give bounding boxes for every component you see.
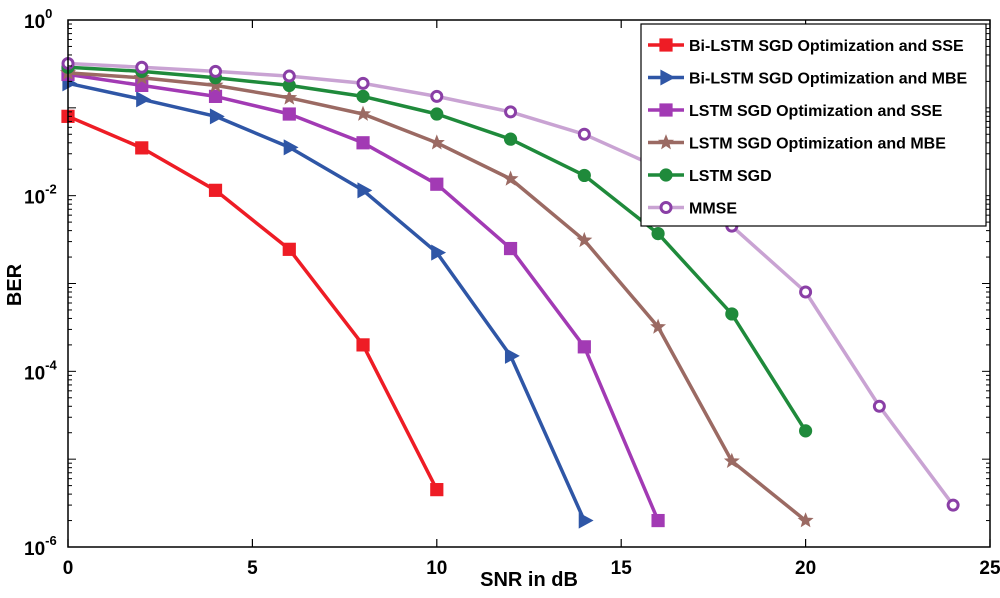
legend-item: MMSE xyxy=(648,201,737,218)
y-tick-label: 10-4 xyxy=(24,357,57,384)
legend-marker xyxy=(659,103,673,117)
data-point xyxy=(282,107,296,121)
legend-item: Bi-LSTM SGD Optimization and MBE xyxy=(648,69,968,88)
legend-item: Bi-LSTM SGD Optimization and SSE xyxy=(648,38,964,55)
data-point xyxy=(356,89,370,103)
legend-label: Bi-LSTM SGD Optimization and SSE xyxy=(689,38,964,55)
data-point xyxy=(503,241,518,256)
data-point xyxy=(872,399,886,413)
data-point xyxy=(208,183,223,197)
x-tick-label: 10 xyxy=(426,558,447,579)
y-tick-exponent: -4 xyxy=(45,357,57,372)
data-point xyxy=(651,513,665,528)
data-point xyxy=(502,170,519,186)
x-tick-label: 20 xyxy=(795,558,816,579)
series-line xyxy=(67,81,586,522)
data-point xyxy=(208,89,223,103)
series-4 xyxy=(59,64,814,528)
data-point xyxy=(798,424,813,438)
data-point xyxy=(504,347,520,364)
y-tick-exponent: -6 xyxy=(45,533,57,548)
data-point xyxy=(577,340,591,354)
series-3 xyxy=(61,67,665,528)
data-point xyxy=(283,139,299,156)
legend-label: LSTM SGD Optimization and SSE xyxy=(689,103,943,120)
y-tick-exponent: 0 xyxy=(45,6,52,21)
x-tick-label: 0 xyxy=(63,558,74,579)
data-point xyxy=(578,512,594,529)
series-line xyxy=(67,114,439,491)
legend-marker xyxy=(659,168,673,182)
series-2 xyxy=(62,75,594,529)
x-tick-label: 5 xyxy=(247,558,258,579)
data-point xyxy=(281,89,298,105)
data-point xyxy=(725,307,739,321)
legend-item: LSTM SGD Optimization and MBE xyxy=(648,134,946,153)
data-point xyxy=(430,177,444,191)
data-point xyxy=(577,127,591,141)
legend-label: LSTM SGD xyxy=(689,168,772,185)
legend-marker xyxy=(660,69,676,86)
data-point xyxy=(799,285,813,299)
legend-marker xyxy=(659,201,673,214)
legend-box xyxy=(640,23,987,227)
data-point xyxy=(428,134,445,150)
y-tick-exponent: -2 xyxy=(45,182,57,197)
data-point xyxy=(356,136,370,150)
y-axis-label: BER xyxy=(4,263,26,306)
data-point xyxy=(576,231,593,248)
data-point xyxy=(209,108,225,125)
legend-label: MMSE xyxy=(689,201,737,218)
data-point xyxy=(136,91,152,108)
data-point xyxy=(946,498,960,512)
legend: Bi-LSTM SGD Optimization and SSE Bi-LSTM … xyxy=(640,23,987,227)
data-point xyxy=(430,107,444,121)
x-axis-label: SNR in dB xyxy=(480,569,578,591)
plot-curves xyxy=(59,56,960,529)
data-point xyxy=(357,182,373,199)
series-1 xyxy=(61,109,444,497)
data-point xyxy=(723,452,740,468)
legend-label: LSTM SGD Optimization and MBE xyxy=(689,136,946,153)
x-axis-ticks: 0 5 10 15 20 25 xyxy=(63,20,1000,579)
data-point xyxy=(503,132,518,146)
y-tick-label: 100 xyxy=(24,6,52,33)
x-tick-label: 25 xyxy=(979,558,1000,579)
legend-item: LSTM SGD Optimization and SSE xyxy=(648,103,943,120)
y-tick-label: 10-2 xyxy=(24,182,57,209)
data-point xyxy=(797,512,814,528)
x-tick-label: 15 xyxy=(611,558,633,579)
y-tick-label: 10-6 xyxy=(24,533,57,560)
legend-label: Bi-LSTM SGD Optimization and MBE xyxy=(689,71,968,88)
data-point xyxy=(207,76,224,93)
data-point xyxy=(651,226,665,241)
data-point xyxy=(650,318,667,334)
data-point xyxy=(356,76,370,90)
data-point xyxy=(135,141,149,155)
data-point xyxy=(430,89,444,103)
data-point xyxy=(282,69,296,83)
data-point xyxy=(355,105,372,121)
data-point xyxy=(209,64,223,78)
legend-marker xyxy=(657,134,675,150)
data-point xyxy=(504,105,518,119)
data-point xyxy=(282,242,296,256)
data-point xyxy=(356,338,370,352)
legend-item: LSTM SGD xyxy=(648,168,772,185)
data-point xyxy=(431,244,447,261)
data-point xyxy=(135,60,149,74)
data-point xyxy=(430,483,444,497)
legend-marker xyxy=(659,38,673,52)
data-point xyxy=(577,168,591,183)
